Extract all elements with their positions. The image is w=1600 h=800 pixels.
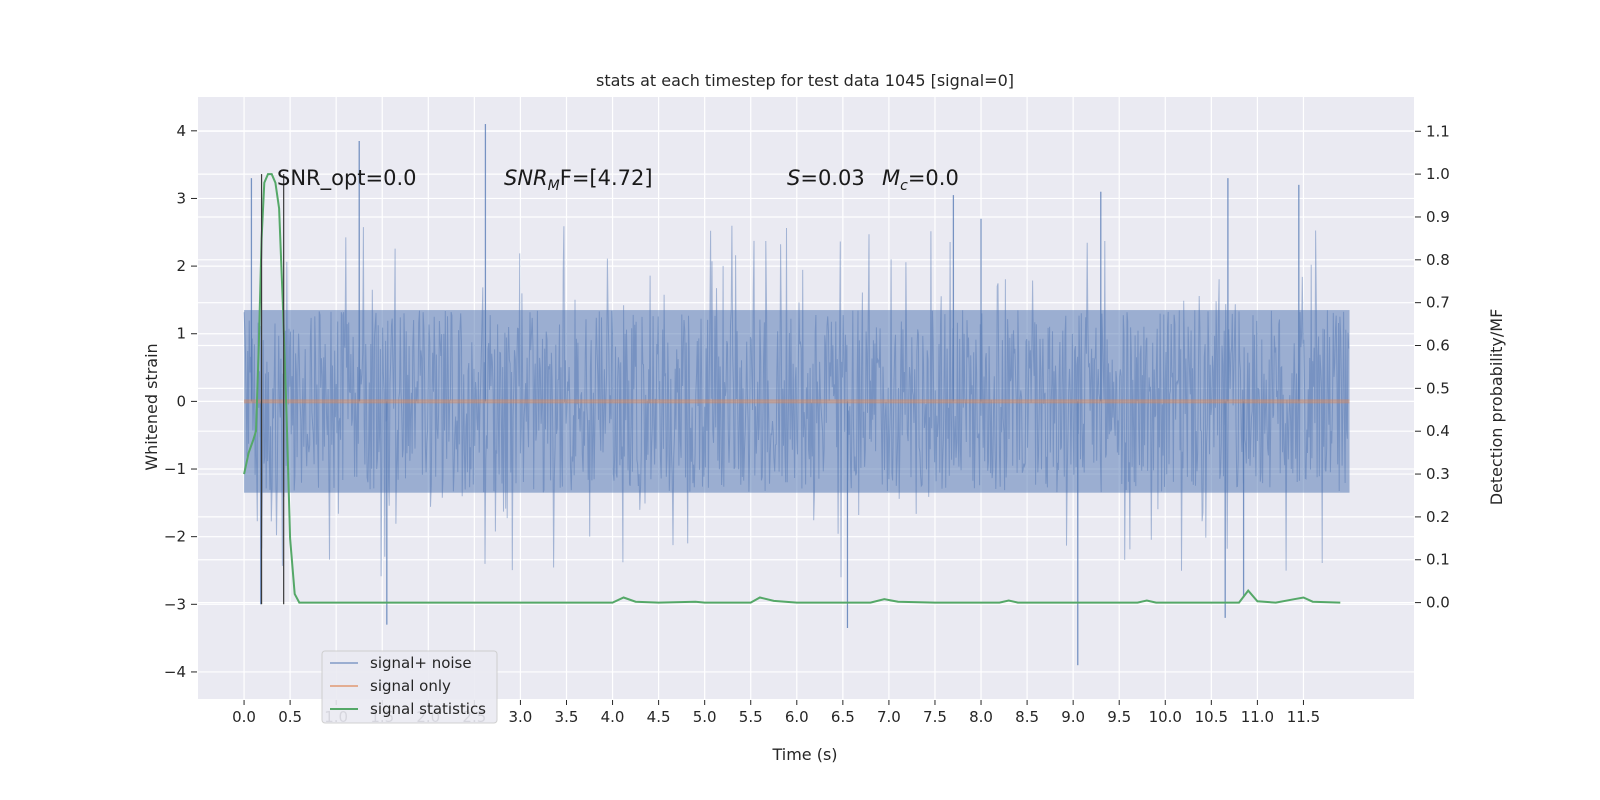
y2-tick-label-8: 0.8 [1426,251,1450,269]
x-tick-label-17: 8.5 [1015,708,1039,726]
x-tick-label-7: 3.5 [555,708,579,726]
y-tick-label-6: 2 [176,257,186,275]
y-tick-label-7: 3 [176,189,186,207]
annotation-snr-mf: SNRMF=[4.72] [504,166,653,194]
x-tick-label-1: 0.5 [278,708,302,726]
x-tick-label-19: 9.5 [1107,708,1131,726]
x-tick-label-12: 6.0 [785,708,809,726]
y2-tick-label-9: 0.9 [1426,208,1450,226]
legend-label-stats: signal statistics [370,700,486,718]
x-axis-label: Time (s) [771,745,837,764]
x-tick-label-9: 4.5 [647,708,671,726]
y2-tick-label-0: 0.0 [1426,594,1450,612]
snr-mf-sub: M [548,178,560,194]
annotation-snr-opt: SNR_opt=0.0 [277,166,417,191]
annotation-mc: Mc=0.0 [882,166,959,194]
x-tick-label-8: 4.0 [601,708,625,726]
x-tick-label-22: 11.0 [1241,708,1274,726]
mc-val: =0.0 [908,166,959,190]
x-tick-label-20: 10.0 [1149,708,1182,726]
marker-lines [260,174,285,605]
mc-sym: M [882,166,900,190]
y2-tick-label-2: 0.2 [1426,508,1450,526]
x-tick-label-14: 7.0 [877,708,901,726]
legend-box [321,650,498,724]
annotation-s: S=0.03 [787,166,865,190]
legend-label-noise: signal+ noise [370,654,472,672]
x-tick-label-0: 0.0 [232,708,256,726]
x-tick-label-16: 8.0 [969,708,993,726]
y-tick-label-8: 4 [176,122,186,140]
y-tick-label-4: 0 [176,392,186,410]
y2-tick-label-6: 0.6 [1426,337,1450,355]
y2-tick-label-3: 0.3 [1426,465,1450,483]
y2-tick-label-4: 0.4 [1426,422,1450,440]
stats-series [243,173,1341,604]
snr-mf-base: SNR [504,166,548,190]
s-val: =0.03 [800,166,864,190]
snr-mf-rest: F=[4.72] [560,166,653,190]
x-tick-label-13: 6.5 [831,708,855,726]
y2-axis-label: Detection probability/MF [1487,309,1506,506]
y2-tick-label-1: 0.1 [1426,551,1450,569]
noise-band [244,310,1350,493]
legend: signal+ noise signal only signal statist… [321,650,498,724]
chart-title: stats at each timestep for test data 104… [596,71,1014,90]
y2-tick-label-11: 1.1 [1426,122,1450,140]
x-tick-label-15: 7.5 [923,708,947,726]
y2-tick-label-7: 0.7 [1426,294,1450,312]
y-tick-label-3: −1 [164,460,186,478]
y-axis-left: −4 −3 −2 −1 0 1 2 3 4 [164,122,197,681]
x-tick-label-6: 3.0 [508,708,532,726]
annotations: SNR_opt=0.0 SNRMF=[4.72] S=0.03 Mc=0.0 [277,166,959,194]
y-axis-right: 0.0 0.1 0.2 0.3 0.4 0.5 0.6 0.7 0.8 0.9 1.0 1.1 [1415,122,1450,612]
noise-series [243,124,1350,666]
x-tick-label-21: 10.5 [1195,708,1228,726]
x-tick-label-10: 5.0 [693,708,717,726]
y-tick-label-1: −3 [164,595,186,613]
legend-label-signal: signal only [370,677,451,695]
x-tick-label-18: 9.0 [1061,708,1085,726]
y2-tick-label-5: 0.5 [1426,379,1450,397]
y-tick-label-0: −4 [164,663,186,681]
s-sym: S [787,166,800,190]
y2-tick-label-10: 1.0 [1426,165,1450,183]
y-axis-label: Whitened strain [142,343,161,470]
stats-line [243,173,1341,604]
x-tick-label-11: 5.5 [739,708,763,726]
y-tick-label-2: −2 [164,528,186,546]
x-tick-label-23: 11.5 [1287,708,1320,726]
y-tick-label-5: 1 [176,325,186,343]
mc-sub: c [900,178,908,194]
